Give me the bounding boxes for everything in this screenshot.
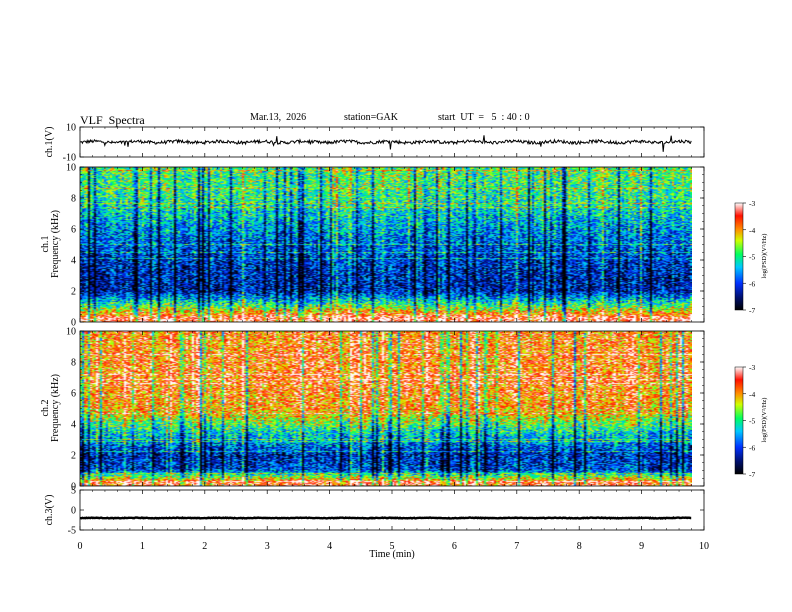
y-tick-label: 10 <box>66 123 76 134</box>
y-tick-label: 4 <box>71 256 76 267</box>
y-tick-label: 6 <box>71 225 76 236</box>
y-tick-label: -5 <box>68 526 76 537</box>
y-tick-label: -10 <box>63 153 76 164</box>
y-tick-label: 0 <box>71 482 76 493</box>
ch2-colorbar: log(PSD)(V²/Hz) -3 -4 -5 -6 -7 <box>734 363 768 479</box>
svg-text:ch.1: ch.1 <box>40 236 51 253</box>
colorbar-tick-label: -5 <box>749 417 755 426</box>
ch1-colorbar: log(PSD)(V²/Hz) -3 -4 -5 -6 -7 <box>734 199 768 315</box>
ch1-spectrogram-panel <box>79 166 705 323</box>
ch2-spectrogram-panel <box>79 330 705 487</box>
colorbar-tick-label: -5 <box>749 253 755 262</box>
ch3-waveform-line <box>79 516 692 520</box>
x-tick-label: 6 <box>452 541 457 552</box>
y-tick-label: 0 <box>71 506 76 517</box>
y-tick-label: 2 <box>71 287 76 298</box>
x-tick-label: 8 <box>577 541 582 552</box>
y-tick-label: 8 <box>71 194 76 205</box>
colorbar-tick-label: -4 <box>749 226 755 235</box>
y-tick-label: 6 <box>71 389 76 400</box>
svg-text:ch.3(V): ch.3(V) <box>44 495 55 526</box>
ch1-spectrogram-image <box>80 167 692 322</box>
colorbar-tick-label: -6 <box>749 443 755 452</box>
ch3-ylabel: ch.3(V) <box>44 495 55 526</box>
ch1-waveform-panel <box>79 126 705 158</box>
x-tick-label: 2 <box>202 541 207 552</box>
x-tick-label: 5 <box>390 541 395 552</box>
colorbar-tick-label: -4 <box>749 390 755 399</box>
x-tick-label: 7 <box>514 541 519 552</box>
ch2-spec-ylabel: ch.2 Frequency (kHz) <box>40 374 61 442</box>
y-tick-label: 10 <box>66 327 76 338</box>
date-label: Mar.13, 2026 <box>250 112 307 123</box>
x-tick-label: 3 <box>265 541 270 552</box>
start-time-label: start UT = 5 : 40 : 0 <box>438 112 530 123</box>
colorbar-tick-label: -6 <box>749 279 755 288</box>
colorbar-tick-label: -3 <box>749 363 755 372</box>
ch1-colorbar-label: log(PSD)(V²/Hz) <box>761 234 768 279</box>
ch1-spec-ylabel: ch.1 Frequency (kHz) <box>40 210 61 278</box>
ch2-spectrogram-image <box>80 331 692 486</box>
svg-text:ch.2: ch.2 <box>40 400 51 417</box>
x-tick-label: 10 <box>699 541 709 552</box>
svg-text:Frequency (kHz): Frequency (kHz) <box>50 210 61 278</box>
svg-text:ch.1(V): ch.1(V) <box>44 127 55 158</box>
chart-title: VLF Spectra <box>80 113 145 127</box>
station-label: station=GAK <box>344 112 398 123</box>
ch3-waveform-panel <box>79 489 705 531</box>
y-tick-label: 2 <box>71 451 76 462</box>
x-tick-label: 1 <box>140 541 145 552</box>
x-tick-label: 4 <box>327 541 332 552</box>
x-axis: 0 1 2 3 4 5 6 7 8 9 10 <box>78 127 709 552</box>
ch2-colorbar-label: log(PSD)(V²/Hz) <box>761 398 768 443</box>
colorbar-tick-label: -7 <box>749 306 755 315</box>
svg-text:Frequency (kHz): Frequency (kHz) <box>50 374 61 442</box>
ch1-ylabel: ch.1(V) <box>44 127 55 158</box>
y-tick-label: 10 <box>66 163 76 174</box>
ch1-waveform-line <box>80 135 692 152</box>
y-tick-label: 5 <box>71 486 76 497</box>
y-tick-label: 0 <box>71 318 76 329</box>
x-tick-label: 9 <box>639 541 644 552</box>
x-tick-label: 0 <box>78 541 83 552</box>
colorbar-tick-label: -3 <box>749 199 755 208</box>
x-axis-label: Time (min) <box>369 549 414 560</box>
colorbar-tick-label: -7 <box>749 470 755 479</box>
y-tick-label: 4 <box>71 420 76 431</box>
y-tick-label: 8 <box>71 358 76 369</box>
